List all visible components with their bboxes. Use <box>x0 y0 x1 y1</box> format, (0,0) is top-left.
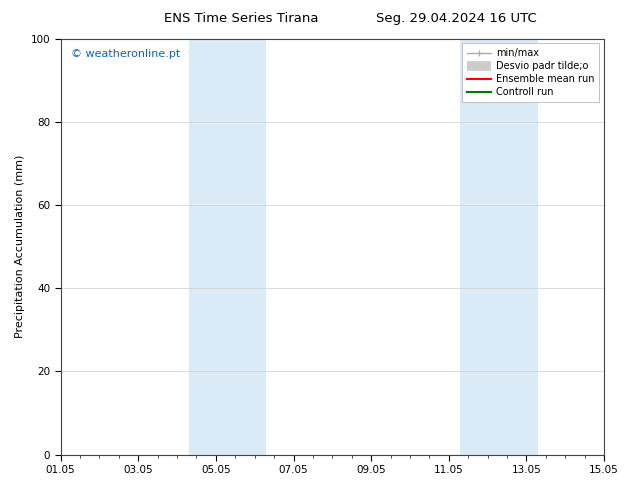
Text: ENS Time Series Tirana: ENS Time Series Tirana <box>164 12 318 25</box>
Legend: min/max, Desvio padr tilde;o, Ensemble mean run, Controll run: min/max, Desvio padr tilde;o, Ensemble m… <box>462 44 599 102</box>
Y-axis label: Precipitation Accumulation (mm): Precipitation Accumulation (mm) <box>15 155 25 338</box>
Bar <box>189 39 266 455</box>
Bar <box>460 39 538 455</box>
Text: Seg. 29.04.2024 16 UTC: Seg. 29.04.2024 16 UTC <box>376 12 537 25</box>
Text: © weatheronline.pt: © weatheronline.pt <box>72 49 181 59</box>
